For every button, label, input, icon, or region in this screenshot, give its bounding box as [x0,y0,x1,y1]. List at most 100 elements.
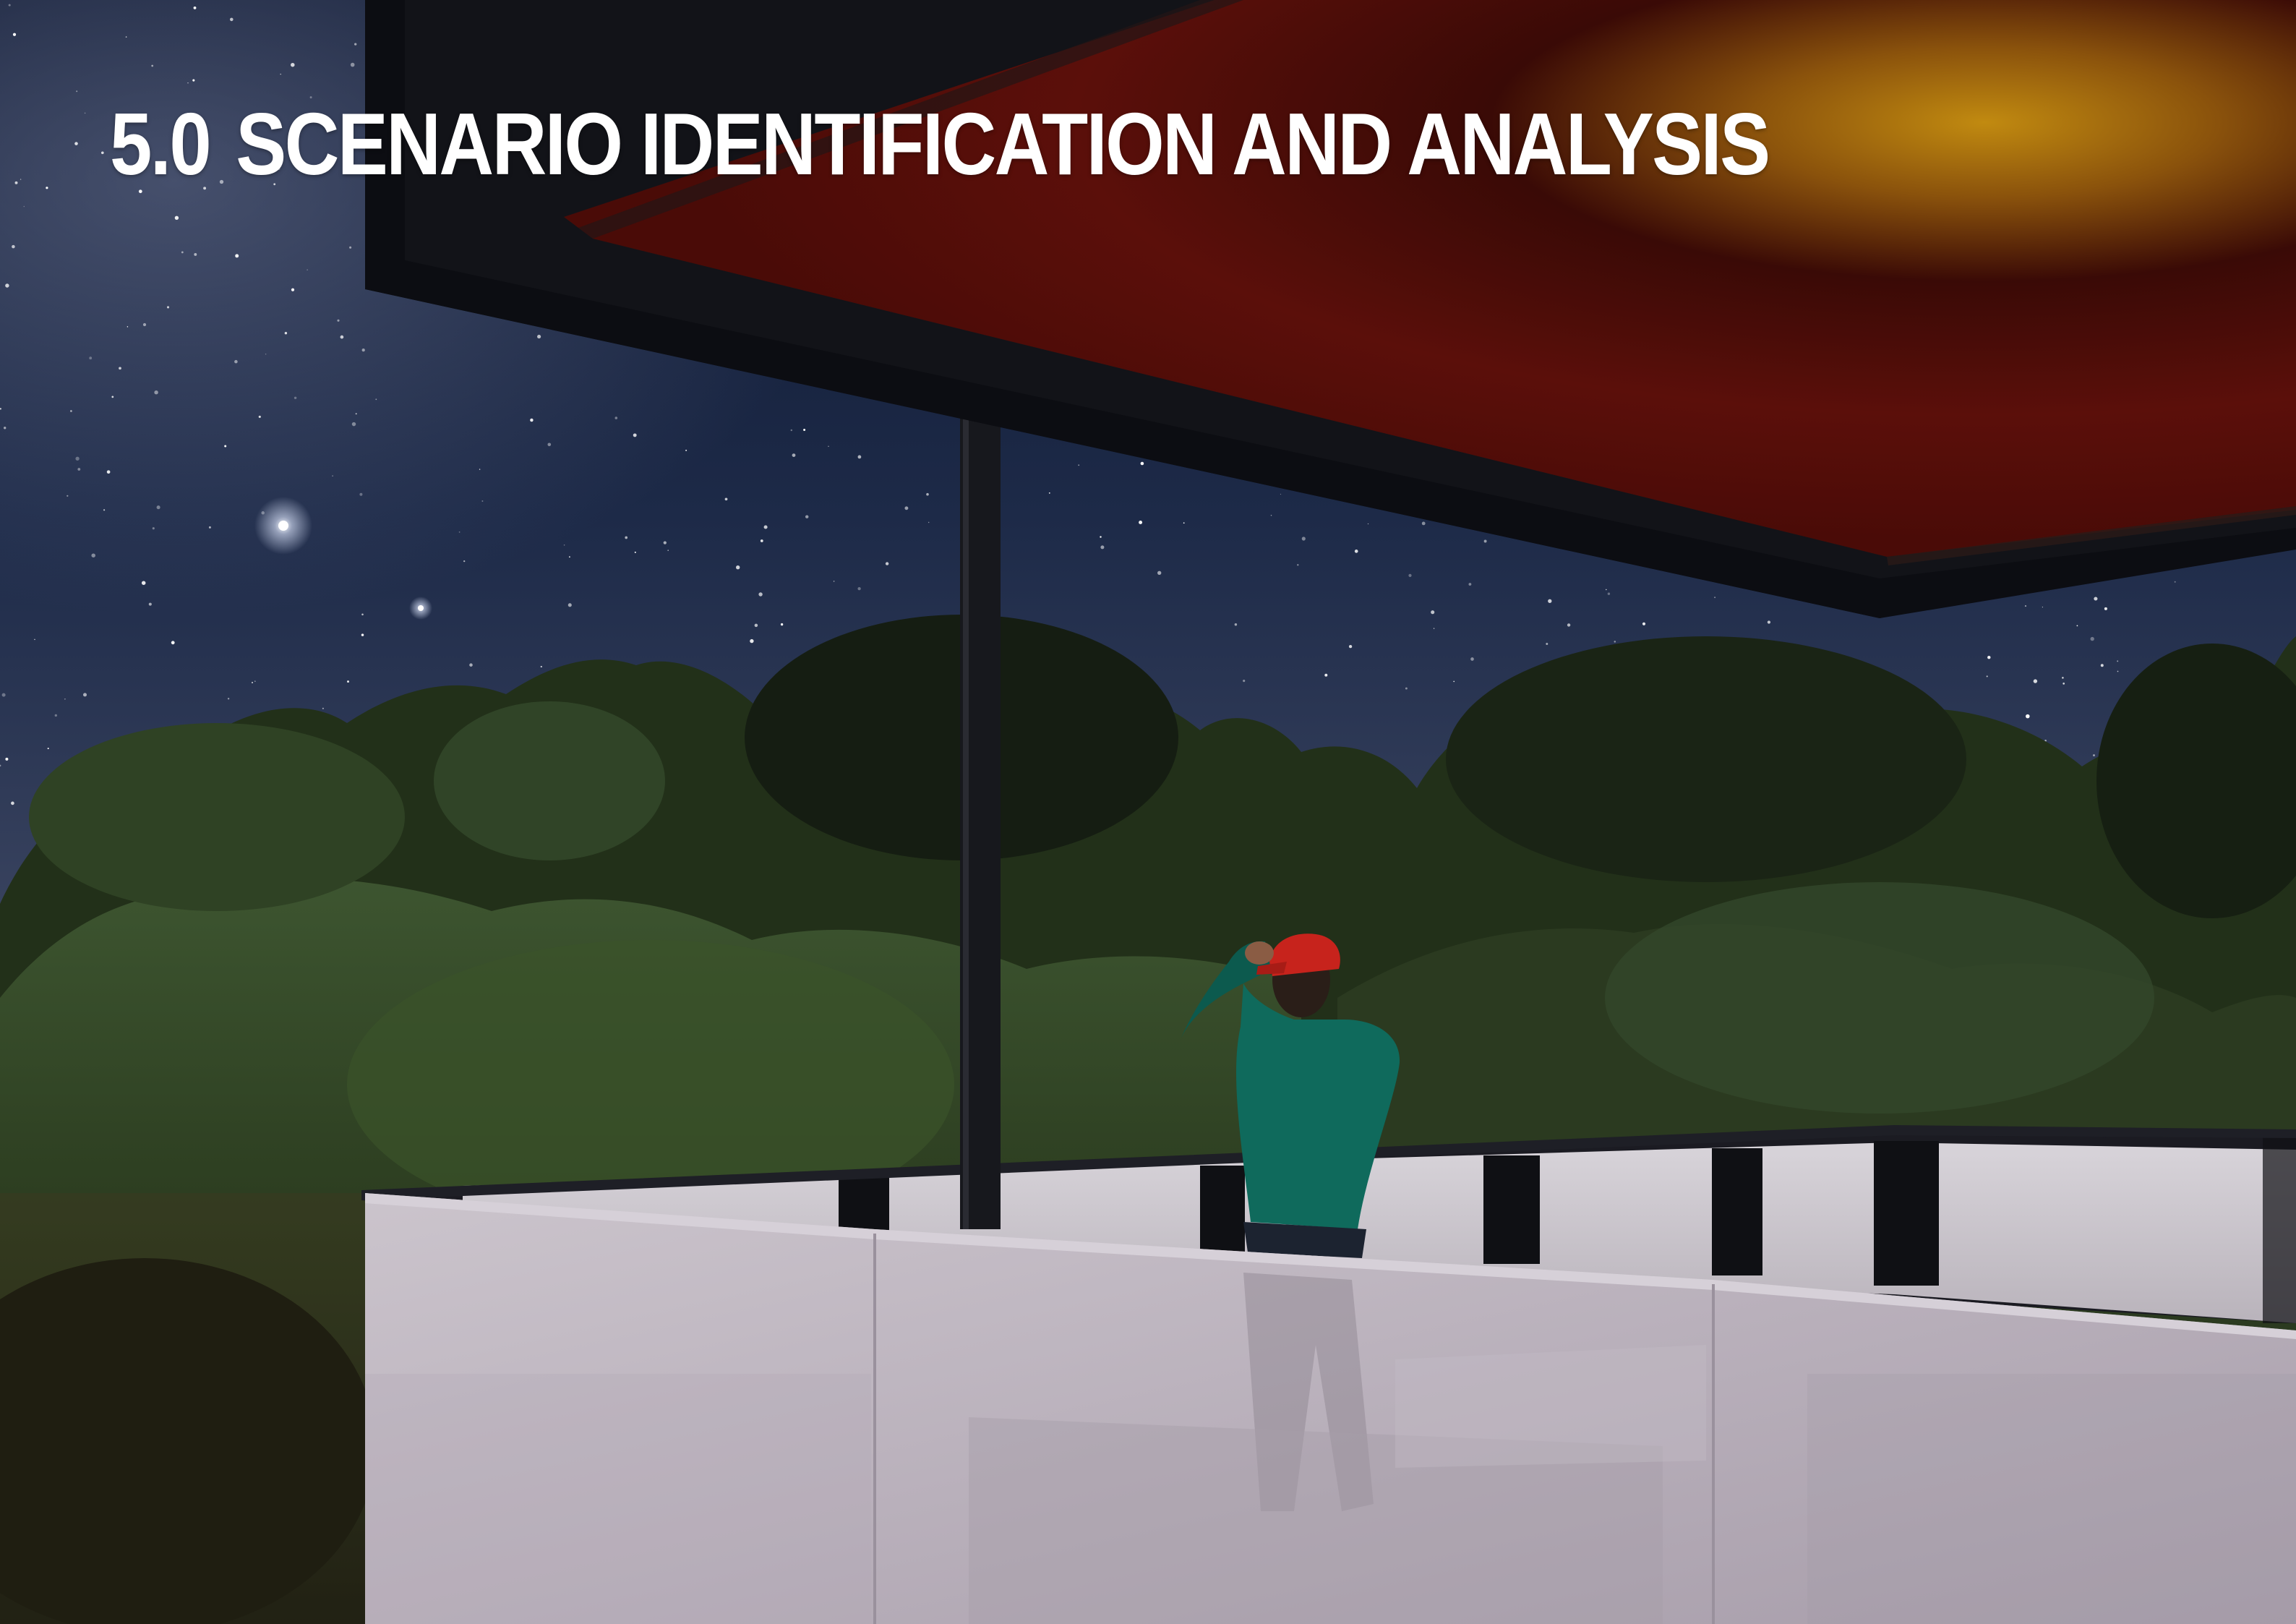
star [351,422,356,427]
star [1642,622,1646,625]
star [361,348,365,352]
star [254,680,256,682]
star [1548,599,1552,603]
star [1987,656,1991,659]
star [2104,607,2107,610]
star [2100,664,2104,667]
star [47,748,49,750]
star [4,427,7,429]
star [2076,625,2078,627]
star [337,319,340,322]
star [142,322,147,327]
star [458,531,461,533]
star [1183,522,1185,524]
star [224,445,227,448]
star [89,356,93,360]
star [278,167,280,170]
star [151,64,154,67]
star [2033,679,2038,683]
star [340,335,344,339]
star [349,246,352,249]
star [252,682,253,683]
star [219,179,224,184]
star [625,536,628,539]
star [100,151,104,155]
star [1,693,6,697]
star [235,254,239,258]
star [111,396,114,398]
star [1408,573,1412,578]
star [1048,492,1050,494]
star [141,581,146,585]
star [1567,623,1571,627]
star [181,251,184,254]
star [634,551,636,553]
star [540,665,542,668]
star [103,509,106,511]
star [663,541,667,544]
star [12,244,15,249]
star [1297,564,1299,566]
star [1234,623,1238,626]
star [138,189,142,194]
star [192,79,195,82]
star [1614,641,1616,643]
star [74,142,78,145]
star [1139,521,1143,524]
star [227,698,230,700]
bright-star-core [278,521,288,531]
star [1100,536,1102,538]
star [1354,550,1358,553]
star [2026,714,2030,719]
star [1270,514,1272,516]
star [469,663,473,667]
star [763,525,768,529]
star [1468,583,1472,586]
star [291,62,295,67]
star [119,367,121,370]
star [194,252,197,256]
star [294,396,297,400]
star [750,638,754,644]
star [547,443,552,447]
star [758,592,763,597]
star [64,698,66,700]
section-title: SCENARIO IDENTIFICATION AND ANALYSIS [236,95,1770,193]
star [1421,521,1426,526]
star [309,96,312,99]
star [127,326,129,328]
star [34,638,35,641]
star [1986,675,1988,678]
star [5,757,9,761]
star [1157,570,1162,575]
star [2117,660,2119,662]
star [1714,597,1716,599]
warm-ground-glow [0,1193,376,1624]
star [46,187,48,189]
star [260,142,263,144]
star [463,560,466,563]
star [234,359,238,364]
star [14,181,18,184]
star [724,497,728,501]
star [1280,493,1282,495]
star [355,413,357,415]
star [1078,464,1080,466]
person-stargazing [1180,933,1400,1258]
bright-star-core [418,605,424,611]
star [481,500,484,502]
star [736,565,740,570]
star [2090,636,2094,641]
star [359,492,363,496]
star [350,62,355,67]
star [667,550,669,551]
section-number: 5.0 [110,95,212,193]
star [760,539,763,542]
star [805,515,809,518]
star [284,332,288,335]
star [803,428,806,432]
star [322,707,324,709]
star [291,288,295,291]
star [2024,605,2027,607]
star [258,415,261,418]
